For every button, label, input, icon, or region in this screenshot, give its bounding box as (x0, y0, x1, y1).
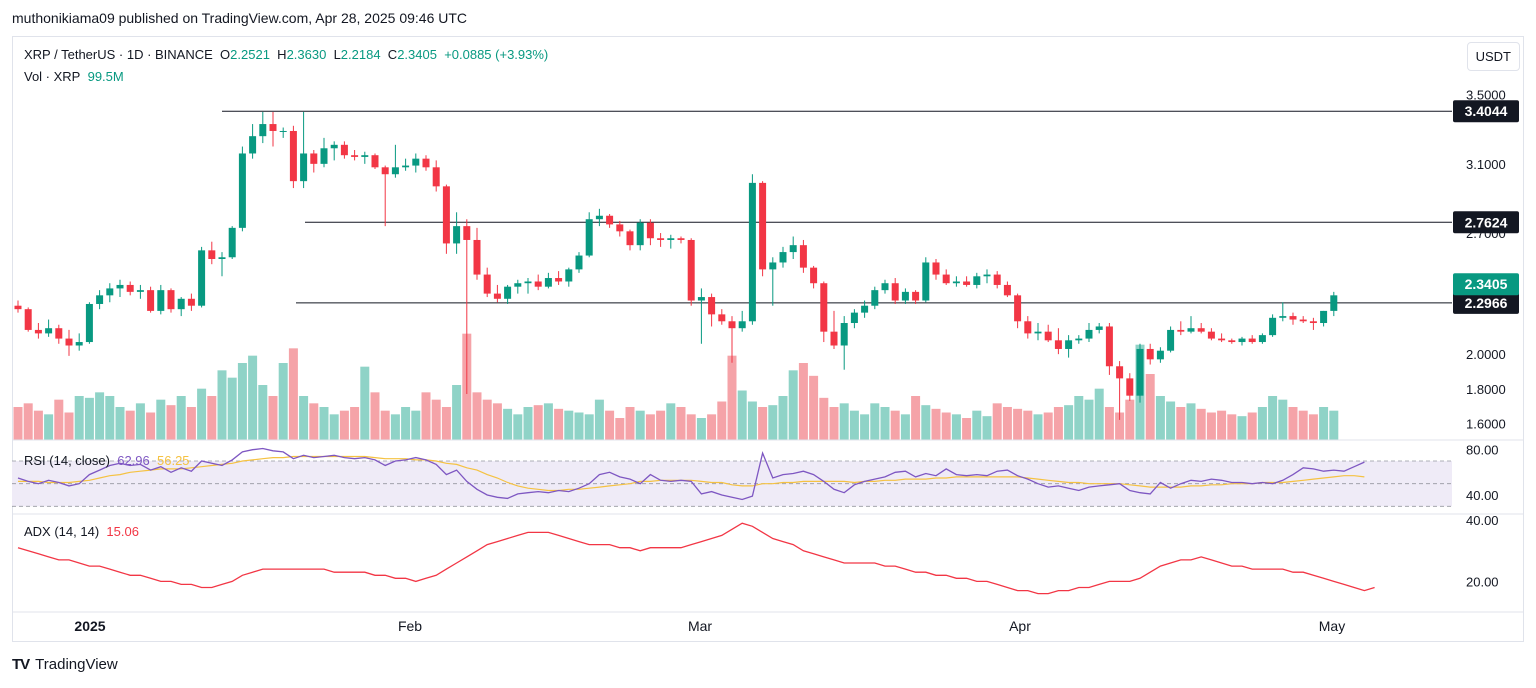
currency-button[interactable]: USDT (1466, 42, 1520, 71)
high-label: H (277, 47, 287, 62)
adx-value: 15.06 (106, 524, 139, 539)
rsi-label[interactable]: RSI (14, close) (24, 453, 110, 468)
open-label: O (220, 47, 231, 62)
volume-label[interactable]: Vol · XRP (24, 69, 81, 84)
volume-value: 99.5M (87, 69, 124, 84)
rsi-value: 62.96 (117, 453, 150, 468)
tradingview-logo[interactable]: TV TradingView (12, 656, 118, 673)
tv-logo-icon: TV (12, 656, 30, 673)
close-label: C (387, 47, 398, 62)
brand-name: TradingView (35, 656, 118, 673)
high-value: 2.3630 (286, 47, 327, 62)
rsi-ma-value: 56.25 (157, 453, 190, 468)
open-value: 2.2521 (230, 47, 270, 62)
volume-legend: Vol · XRP 99.5M (24, 69, 124, 84)
symbol-label[interactable]: XRP / TetherUS · 1D · BINANCE (24, 47, 213, 62)
low-label: L (333, 47, 341, 62)
low-value: 2.2184 (340, 47, 381, 62)
adx-legend: ADX (14, 14) 15.06 (24, 524, 139, 539)
chart-frame (12, 36, 1524, 642)
close-value: 2.3405 (397, 47, 437, 62)
ohlc-legend: XRP / TetherUS · 1D · BINANCE O2.2521 H2… (24, 47, 548, 62)
change-value: +0.0885 (+3.93%) (444, 47, 549, 62)
rsi-legend: RSI (14, close) 62.96 56.25 (24, 453, 190, 468)
publish-line: muthonikiama09 published on TradingView.… (12, 10, 468, 26)
adx-label[interactable]: ADX (14, 14) (24, 524, 100, 539)
